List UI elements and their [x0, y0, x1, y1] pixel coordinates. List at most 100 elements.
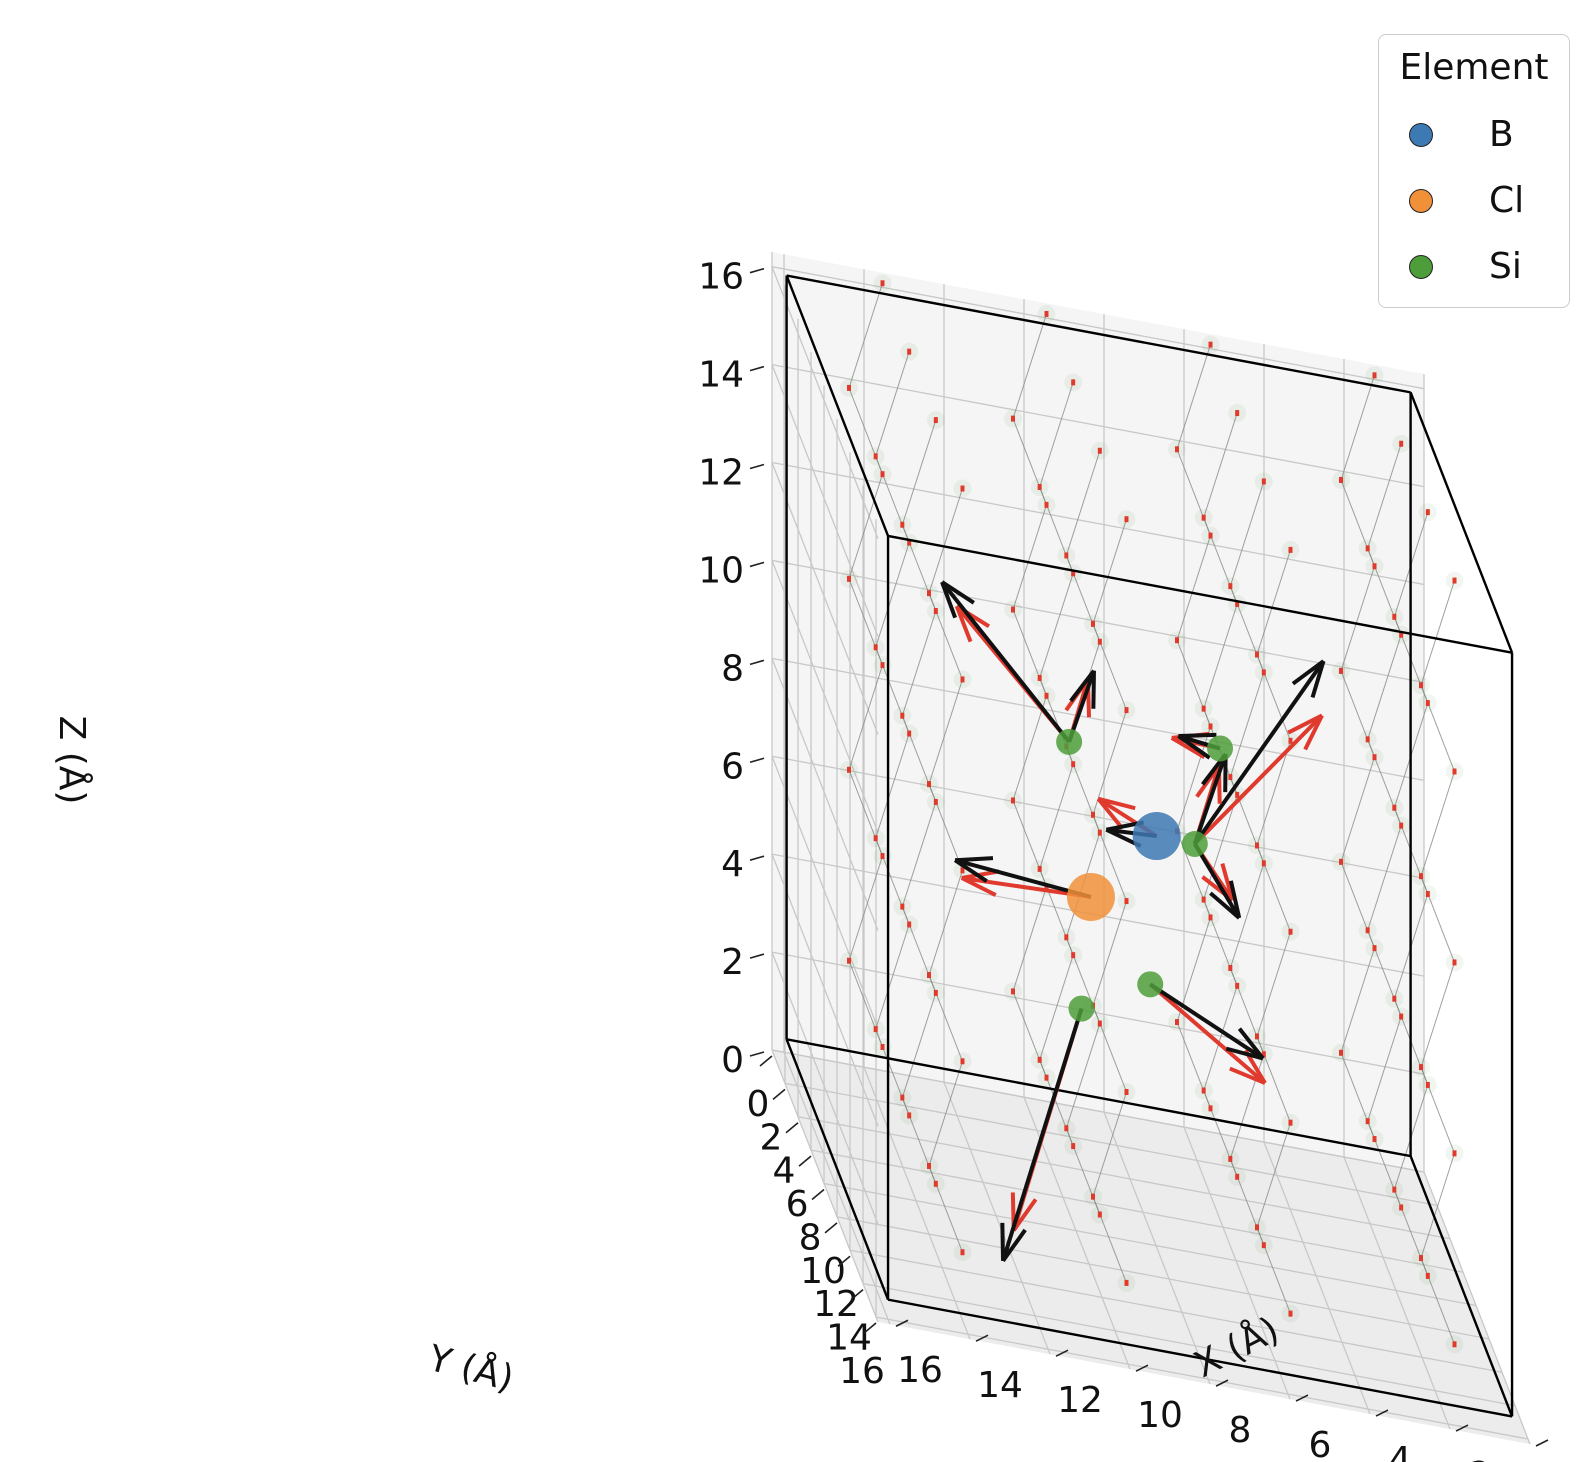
grid-line [771, 266, 1425, 390]
y-tick [798, 1155, 812, 1167]
small-force-mark [1372, 945, 1377, 952]
small-force-mark [1037, 1056, 1042, 1063]
force-arrow-reference-head [1170, 736, 1206, 759]
small-force-mark [1339, 1049, 1344, 1056]
small-force-mark [1201, 514, 1206, 521]
x-tick [1055, 1349, 1069, 1357]
y-tick-label: 6 [786, 1184, 809, 1225]
y-tick [837, 1255, 851, 1267]
small-force-mark [1037, 674, 1042, 681]
small-force-mark [1201, 896, 1206, 903]
atom-si [1137, 971, 1164, 998]
small-force-mark [1288, 737, 1293, 744]
small-force-mark [873, 1026, 878, 1033]
x-tick-label: 12 [1057, 1380, 1103, 1421]
small-force-mark [926, 590, 931, 597]
bond [1420, 1153, 1455, 1259]
bond [1367, 634, 1402, 740]
z-tick [749, 1051, 765, 1057]
y-tick-label: 10 [800, 1251, 846, 1292]
bond [848, 474, 883, 580]
bond [928, 974, 963, 1062]
small-force-mark [1452, 768, 1457, 775]
x-tick [975, 1334, 989, 1342]
small-force-mark [1254, 1224, 1259, 1231]
grid-line [849, 1249, 1503, 1373]
pane-right [772, 252, 1424, 1172]
legend: Element B Cl Si [1378, 34, 1570, 308]
small-force-mark [1254, 1033, 1259, 1040]
x-tick-label: 6 [1309, 1425, 1332, 1462]
bond [901, 610, 937, 716]
force-arrow-reference-head [1220, 863, 1235, 901]
small-force-mark [960, 676, 965, 683]
grid-line [1343, 1156, 1451, 1430]
small-force-mark [1452, 577, 1457, 584]
bond [928, 870, 963, 976]
bond [1012, 313, 1047, 419]
small-force-mark [1011, 415, 1016, 422]
small-force-mark [933, 417, 938, 424]
small-force-mark [933, 798, 938, 805]
small-force-mark [1425, 700, 1430, 707]
grid-line [771, 461, 1425, 586]
bond [1092, 1091, 1127, 1197]
tick-labels: 024681012141602468101214160246810121416 [698, 257, 1549, 1462]
bond [1065, 1023, 1101, 1129]
small-force-mark [1228, 583, 1233, 590]
small-force-mark [900, 521, 905, 528]
bond [1229, 863, 1265, 969]
small-force-mark [1071, 761, 1076, 768]
y-tick [785, 1122, 799, 1134]
z-tick-label: 16 [698, 257, 744, 298]
z-tick-label: 0 [721, 1040, 744, 1081]
y-tick-label: 4 [773, 1151, 796, 1192]
x-tick [1135, 1364, 1149, 1372]
small-force-mark [960, 1058, 965, 1065]
force-arrow-predicted-head [1237, 1027, 1265, 1060]
box-edge [785, 1038, 890, 1301]
small-force-mark [960, 485, 965, 492]
bond [1420, 580, 1455, 686]
small-force-mark [1071, 570, 1076, 577]
small-force-mark [880, 662, 885, 669]
small-force-mark [1124, 707, 1129, 714]
y-tick [824, 1222, 838, 1234]
force-arrow-predicted-head [1225, 1046, 1264, 1061]
small-force-mark [926, 972, 931, 979]
small-force-mark [1235, 791, 1240, 798]
y-tick [811, 1188, 825, 1201]
bond [1039, 382, 1074, 488]
small-force-mark [1425, 891, 1430, 898]
grid-line [771, 657, 1425, 781]
bond [928, 488, 963, 594]
small-force-mark [1235, 1173, 1240, 1180]
small-force-mark [907, 539, 912, 546]
small-force-mark [1011, 797, 1016, 804]
small-force-mark [900, 903, 905, 910]
small-force-mark [1372, 563, 1377, 570]
small-force-mark [1261, 1242, 1266, 1249]
force-arrow-predicted [1193, 842, 1241, 919]
force-arrow-predicted [940, 580, 1071, 744]
x-tick-label: 10 [1137, 1395, 1183, 1436]
small-force-mark [1228, 774, 1233, 781]
small-force-mark [1339, 667, 1344, 674]
grid-line [771, 560, 879, 833]
bond [1203, 985, 1238, 1091]
bond [1065, 450, 1101, 556]
bond [1039, 764, 1074, 870]
small-force-mark [1124, 516, 1129, 523]
small-force-mark [926, 1162, 931, 1169]
force-arrow-predicted-head [1177, 734, 1211, 760]
small-force-mark [933, 989, 938, 996]
small-force-mark [1235, 410, 1240, 417]
bond [1340, 757, 1375, 862]
small-force-mark [873, 835, 878, 842]
small-force-mark [960, 867, 965, 874]
bond [1012, 504, 1047, 610]
bond [1092, 1005, 1127, 1093]
box-edge [786, 1038, 1411, 1158]
small-force-mark [1235, 982, 1240, 989]
